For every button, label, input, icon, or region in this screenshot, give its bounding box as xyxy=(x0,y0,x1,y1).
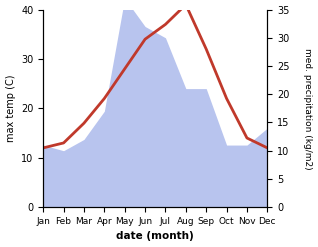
Y-axis label: med. precipitation (kg/m2): med. precipitation (kg/m2) xyxy=(303,48,313,169)
X-axis label: date (month): date (month) xyxy=(116,231,194,242)
Y-axis label: max temp (C): max temp (C) xyxy=(5,75,16,142)
